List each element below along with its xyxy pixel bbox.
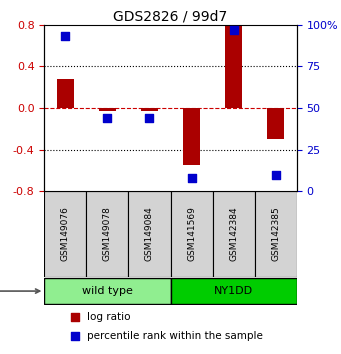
FancyBboxPatch shape xyxy=(212,191,255,277)
FancyBboxPatch shape xyxy=(170,278,297,304)
Point xyxy=(72,314,77,320)
Text: strain: strain xyxy=(0,286,40,296)
Point xyxy=(63,34,68,39)
Bar xyxy=(57,79,74,108)
FancyBboxPatch shape xyxy=(170,191,212,277)
FancyBboxPatch shape xyxy=(86,191,129,277)
Bar xyxy=(183,108,200,165)
Text: GSM149076: GSM149076 xyxy=(61,207,70,262)
Text: wild type: wild type xyxy=(82,286,133,296)
Text: percentile rank within the sample: percentile rank within the sample xyxy=(87,331,263,341)
FancyBboxPatch shape xyxy=(44,278,170,304)
Text: GSM141569: GSM141569 xyxy=(187,207,196,262)
Point xyxy=(105,115,110,121)
Text: GSM149078: GSM149078 xyxy=(103,207,112,262)
Text: GSM142385: GSM142385 xyxy=(271,207,280,261)
Text: NY1DD: NY1DD xyxy=(214,286,253,296)
Text: GSM149084: GSM149084 xyxy=(145,207,154,261)
Text: log ratio: log ratio xyxy=(87,312,131,322)
Bar xyxy=(141,108,158,111)
FancyBboxPatch shape xyxy=(44,191,86,277)
Title: GDS2826 / 99d7: GDS2826 / 99d7 xyxy=(113,10,228,24)
Text: GSM142384: GSM142384 xyxy=(229,207,238,261)
Point xyxy=(231,27,236,33)
Point xyxy=(273,172,278,177)
Point xyxy=(189,175,194,181)
Bar xyxy=(225,23,242,108)
FancyBboxPatch shape xyxy=(129,191,170,277)
Bar xyxy=(99,108,116,111)
Point xyxy=(147,115,152,121)
FancyBboxPatch shape xyxy=(255,191,297,277)
Bar xyxy=(267,108,284,139)
Point xyxy=(72,333,77,339)
